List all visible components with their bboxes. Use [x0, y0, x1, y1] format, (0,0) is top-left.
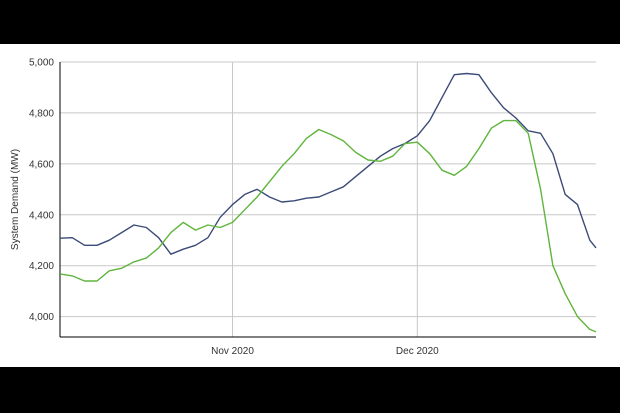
- y-axis-label: System Demand (MW): [10, 149, 21, 250]
- y-tick-label: 4,200: [29, 261, 54, 272]
- x-axis-ticks: Nov 2020 Dec 2020: [211, 346, 439, 357]
- grid-lines: [60, 61, 596, 337]
- y-tick-label: 4,400: [29, 210, 54, 221]
- y-axis-ticks: 4,000 4,200 4,400 4,600 4,800 5,000: [29, 58, 54, 324]
- y-tick-label: 4,800: [29, 108, 54, 119]
- x-tick-label: Dec 2020: [396, 346, 439, 357]
- demand-chart: 4,000 4,200 4,400 4,600 4,800 5,000 Nov 2020 D…: [10, 58, 597, 357]
- series-lines: [59, 72, 597, 333]
- x-tick-label: Nov 2020: [211, 346, 254, 357]
- y-tick-label: 5,000: [29, 58, 54, 69]
- y-tick-label: 4,000: [29, 312, 54, 323]
- y-tick-label: 4,600: [29, 159, 54, 170]
- series-line-1: [59, 72, 597, 255]
- series-line-2: [59, 119, 597, 333]
- chart-panel: 4,000 4,200 4,400 4,600 4,800 5,000 Nov 2020 D…: [0, 44, 620, 367]
